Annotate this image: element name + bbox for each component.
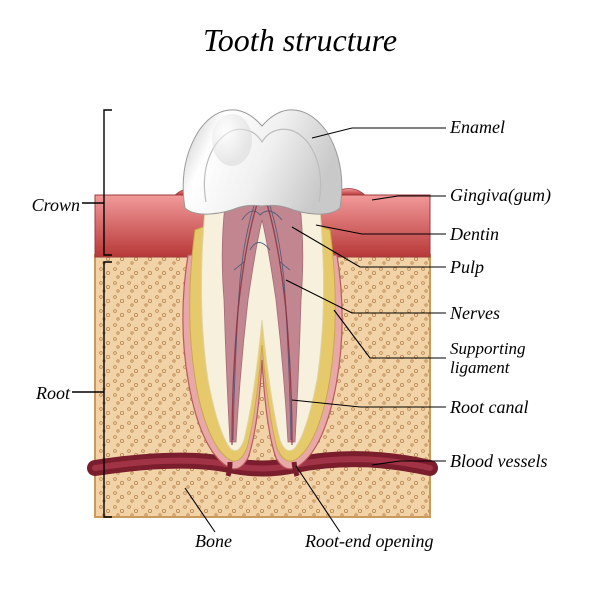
enamel-highlight	[212, 114, 252, 166]
apex-vessel-right	[294, 462, 297, 476]
diagram-svg	[0, 0, 600, 600]
tooth-structure-diagram: Tooth structure Crown Root Enamel Gingiv…	[0, 0, 600, 600]
apex-vessel-left	[228, 462, 230, 476]
